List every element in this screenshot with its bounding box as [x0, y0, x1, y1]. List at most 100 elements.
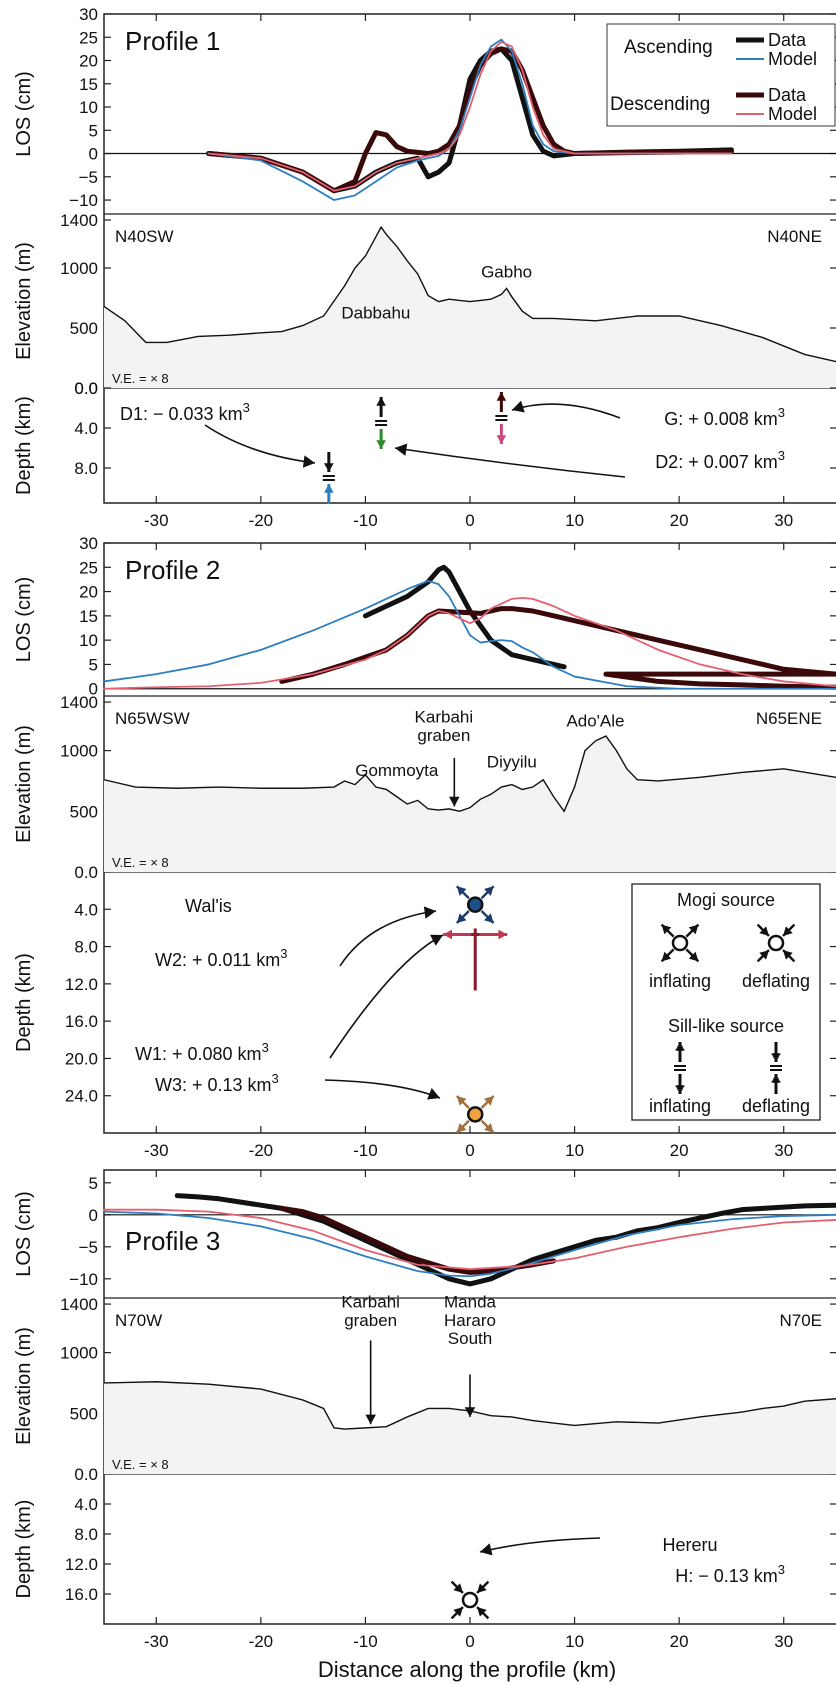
source-legend: Mogi source inflating deflating Sill-lik…	[631, 883, 821, 1121]
profile-title: Profile 1	[125, 26, 220, 56]
feature-label: Hararo	[444, 1311, 496, 1330]
x-tick-label: 20	[670, 511, 689, 530]
legend-asc-model-label: Model	[768, 49, 817, 69]
y-tick-label: 12.0	[65, 975, 98, 994]
source-label: W2: + 0.011 km3	[155, 946, 287, 970]
legend-mogi-deflating-arrow-head	[783, 926, 793, 936]
x-tick-label: 20	[670, 1141, 689, 1160]
legend-mogi-inflating-circle	[671, 934, 689, 952]
y-tick-label: 15	[79, 607, 98, 626]
y-tick-label: 1000	[60, 1344, 98, 1363]
source-label: H: − 0.13 km3	[675, 1562, 785, 1586]
y-axis-label: Depth (km)	[13, 953, 35, 1052]
topography-fill	[104, 227, 836, 388]
feature-label: graben	[417, 726, 470, 745]
series-line-descending-data	[279, 1205, 557, 1275]
y-tick-label: 1400	[60, 211, 98, 230]
x-tick-label: 30	[774, 1632, 793, 1651]
feature-label: Dabbahu	[341, 303, 410, 322]
y-tick-label: 500	[70, 319, 98, 338]
y-tick-label: 0.0	[74, 379, 98, 398]
y-axis-label: LOS (cm)	[13, 1191, 35, 1277]
legend-sill-inflating-symbol	[674, 1042, 686, 1094]
legend-sill-deflating-label: deflating	[742, 1096, 810, 1116]
legend-mogi-deflating-arrow-head	[759, 926, 769, 936]
legend-asc-data-label: Data	[768, 30, 807, 50]
profile-end-label: N65ENE	[756, 709, 822, 728]
feature-label: Gommoyta	[355, 761, 439, 780]
profile-1-frame	[103, 13, 836, 504]
topography-fill	[104, 1381, 836, 1474]
source-label: W1: + 0.080 km3	[135, 1040, 269, 1064]
mogi-source-arrow-head	[456, 1095, 467, 1106]
legend-sill-deflating-down-arrow-head	[771, 1053, 781, 1062]
x-tick-label: -20	[249, 1141, 274, 1160]
legend-mogi-deflating-symbol	[756, 923, 796, 963]
x-tick-label: -10	[353, 1632, 378, 1651]
y-tick-label: 500	[70, 1404, 98, 1423]
x-tick-label: 0	[465, 511, 474, 530]
region-label: Hereru	[662, 1535, 717, 1555]
y-tick-label: 15	[79, 75, 98, 94]
source-label: G: + 0.008 km3	[664, 405, 785, 429]
profile-start-label: N40SW	[115, 227, 174, 246]
panels-layer: -30 -20 -10 0 10 20 30-30 -20 -10 0 10 20 30-30 -20 -1…	[13, 5, 836, 1651]
mogi-source-arrow-head	[477, 1607, 487, 1617]
series-line-descending-data	[206, 46, 734, 194]
region-label: Wal'is	[185, 896, 232, 916]
source-label: D2: + 0.007 km3	[655, 448, 785, 472]
y-tick-label: 4.0	[74, 419, 98, 438]
mogi-source-arrow-head	[484, 1123, 494, 1133]
legend-sill-deflating-symbol	[770, 1042, 782, 1094]
mogi-source-arrow-head	[456, 886, 467, 896]
y-tick-label: 8.0	[74, 938, 98, 957]
source-w3: W3: + 0.13 km3	[155, 1071, 495, 1134]
legend-sill-inflating-up-arrow-head	[675, 1042, 685, 1051]
legend-sill-title: Sill-like source	[668, 1016, 784, 1036]
x-tick-label: -30	[144, 1632, 169, 1651]
y-axis-label: Depth (km)	[13, 396, 35, 495]
x-tick-label: 10	[565, 1141, 584, 1160]
series-line-descending-model	[103, 596, 836, 690]
mogi-source-arrow-head	[453, 1607, 463, 1617]
x-tick-label: 0	[465, 1632, 474, 1651]
y-tick-label: −5	[79, 1238, 98, 1257]
superscript-3: 3	[280, 946, 287, 961]
legend-mogi-deflating-arrow-head	[759, 950, 769, 960]
source-pointer-arrow-head	[427, 1087, 440, 1100]
x-tick-label: 0	[465, 1141, 474, 1160]
topography-line	[103, 735, 836, 813]
y-tick-label: 500	[70, 802, 98, 821]
source-pointer-arrow	[479, 1537, 601, 1553]
feature-label: Ado'Ale	[566, 711, 624, 730]
legend-sill-inflating-label: inflating	[649, 1096, 711, 1116]
superscript-3: 3	[262, 1040, 269, 1055]
source-g: G: + 0.008 km3	[495, 392, 785, 444]
sill-source-up-arrow-head	[324, 484, 334, 493]
feature-label: Diyyilu	[487, 753, 537, 772]
source-pointer-arrow-head	[512, 400, 525, 413]
legend-desc-data-label: Data	[768, 85, 807, 105]
x-tick-label: 30	[774, 511, 793, 530]
mogi-source-circle	[466, 1106, 484, 1123]
y-tick-label: 10	[79, 631, 98, 650]
los-legend: Ascending Data Model Descending Data Mod…	[606, 23, 836, 127]
legend-desc-model-label: Model	[768, 104, 817, 124]
x-axis-title: Distance along the profile (km)	[318, 1657, 616, 1682]
y-tick-label: 5	[89, 655, 98, 674]
series-line-descending-model	[207, 41, 733, 192]
y-tick-label: 5	[89, 1174, 98, 1193]
source-label: W3: + 0.13 km3	[155, 1071, 279, 1095]
y-tick-label: 1400	[60, 693, 98, 712]
feature-arrow-head	[449, 796, 460, 807]
sill-source-down-arrow-head	[496, 435, 507, 444]
legend-mogi-deflating-arrow-head	[783, 950, 793, 960]
feature-label: South	[448, 1329, 492, 1348]
feature-arrow-head	[365, 1414, 376, 1425]
mogi-source-arrow-head	[477, 1583, 487, 1593]
source-pointer-arrow	[204, 424, 316, 464]
y-tick-label: 8.0	[74, 459, 98, 478]
y-tick-label: 20	[79, 583, 98, 602]
x-tick-label: 10	[565, 1632, 584, 1651]
x-tick-label: 20	[670, 1632, 689, 1651]
